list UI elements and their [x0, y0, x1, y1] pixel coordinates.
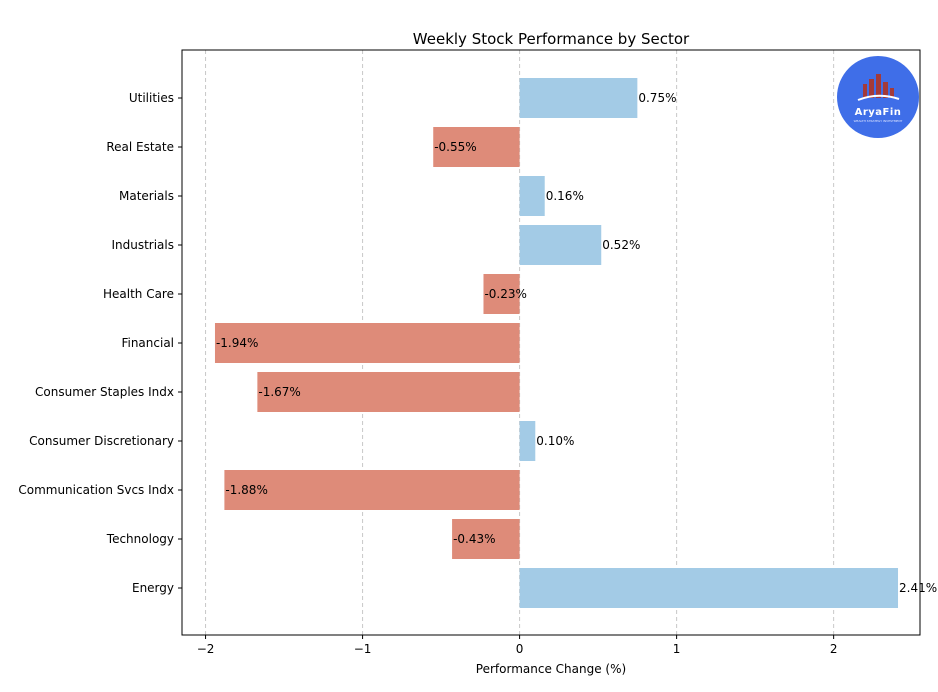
bar	[452, 519, 520, 559]
x-tick-label: 1	[673, 642, 681, 656]
y-category-label: Real Estate	[106, 140, 174, 154]
logo-badge: AryaFin WEALTH STRATEGY INVESTMENT	[837, 56, 919, 138]
bar	[519, 421, 536, 461]
data-labels-group: 0.75% -0.55% 0.16% 0.52% -0.23% -1.94% -1.67% 0…	[216, 91, 937, 595]
x-tick-label: −2	[197, 642, 215, 656]
y-category-label: Energy	[132, 581, 174, 595]
bars-group	[214, 78, 899, 608]
y-category-label: Consumer Discretionary	[29, 434, 174, 448]
chart-title: Weekly Stock Performance by Sector	[413, 30, 690, 48]
bar	[257, 372, 520, 412]
x-axis-ticks: −2 −1 0 1 2	[197, 635, 838, 656]
y-axis-categories: Utilities Real Estate Materials Industrials…	[18, 91, 182, 595]
bar	[433, 127, 520, 167]
y-category-label: Technology	[106, 532, 174, 546]
x-tick-label: −1	[354, 642, 372, 656]
bar	[214, 323, 520, 363]
logo-tagline: WEALTH STRATEGY INVESTMENT	[854, 119, 903, 123]
bar	[483, 274, 520, 314]
bar	[519, 225, 602, 265]
logo-mark-icon	[857, 74, 900, 101]
bar-value-label: -1.94%	[216, 336, 258, 350]
bar-value-label: 0.10%	[536, 434, 574, 448]
bar-value-label: 0.16%	[546, 189, 584, 203]
bar	[519, 568, 899, 608]
x-axis-label: Performance Change (%)	[476, 662, 626, 676]
bar	[519, 78, 638, 118]
y-category-label: Financial	[121, 336, 174, 350]
y-category-label: Materials	[119, 189, 174, 203]
bar-value-label: -1.67%	[258, 385, 300, 399]
x-tick-label: 0	[516, 642, 524, 656]
bar	[519, 176, 545, 216]
y-category-label: Communication Svcs Indx	[18, 483, 174, 497]
bar-value-label: -1.88%	[225, 483, 267, 497]
y-category-label: Consumer Staples Indx	[35, 385, 174, 399]
bar-value-label: 0.52%	[602, 238, 640, 252]
logo-name: AryaFin	[855, 107, 902, 118]
bar-value-label: -0.55%	[434, 140, 476, 154]
y-category-label: Utilities	[129, 91, 174, 105]
bar-value-label: 2.41%	[899, 581, 937, 595]
bar-value-label: 0.75%	[638, 91, 676, 105]
bar	[224, 470, 520, 510]
y-category-label: Industrials	[111, 238, 174, 252]
y-category-label: Health Care	[103, 287, 174, 301]
x-tick-label: 2	[830, 642, 838, 656]
bar-value-label: -0.43%	[453, 532, 495, 546]
bar-value-label: -0.23%	[484, 287, 526, 301]
